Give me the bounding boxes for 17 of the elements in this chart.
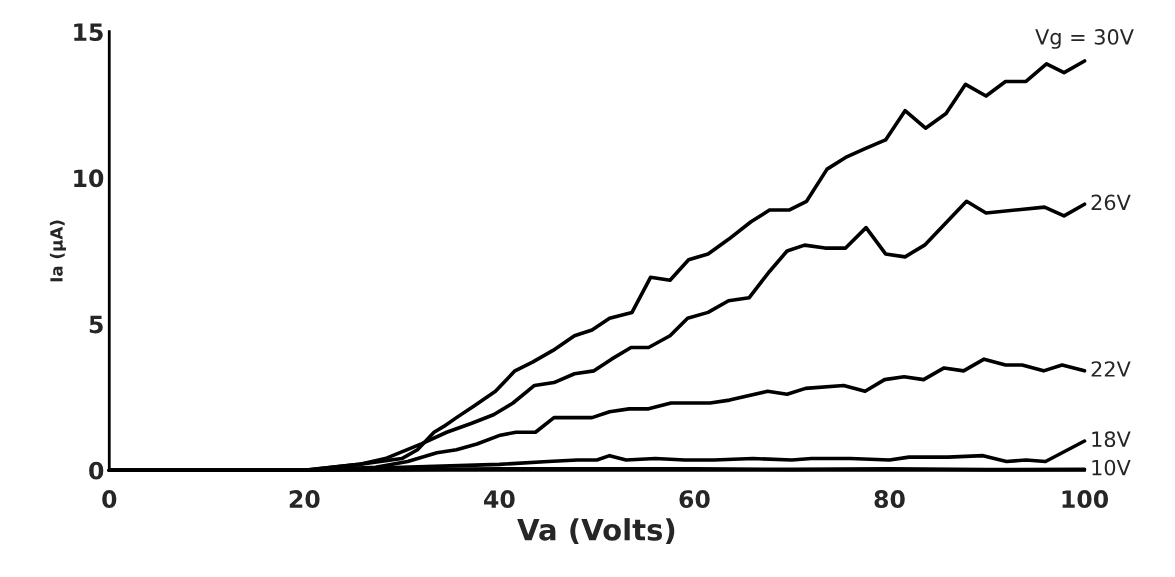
series-label: Vg = 30V (1035, 29, 1134, 49)
x-tick-label: 20 (289, 490, 320, 508)
x-tick-label: 60 (679, 490, 710, 508)
y-tick-label: 15 (74, 23, 103, 42)
x-tick-label: 80 (874, 490, 905, 508)
series-label: 18V (1092, 431, 1131, 448)
y-tick-label: 5 (89, 315, 103, 334)
series-label: 22V (1091, 361, 1131, 377)
x-tick-label: 100 (1062, 490, 1109, 508)
series-label: 10V (1092, 459, 1131, 476)
series-label: 26V (1091, 194, 1131, 211)
x-tick-label: 0 (102, 490, 117, 508)
y-tick-label: 10 (74, 169, 104, 188)
x-tick-label: 40 (484, 490, 515, 508)
x-axis-title: Va (Volts) (517, 518, 675, 545)
y-axis-title: Ia (μA) (49, 220, 66, 282)
y-tick-label: 0 (89, 461, 104, 480)
